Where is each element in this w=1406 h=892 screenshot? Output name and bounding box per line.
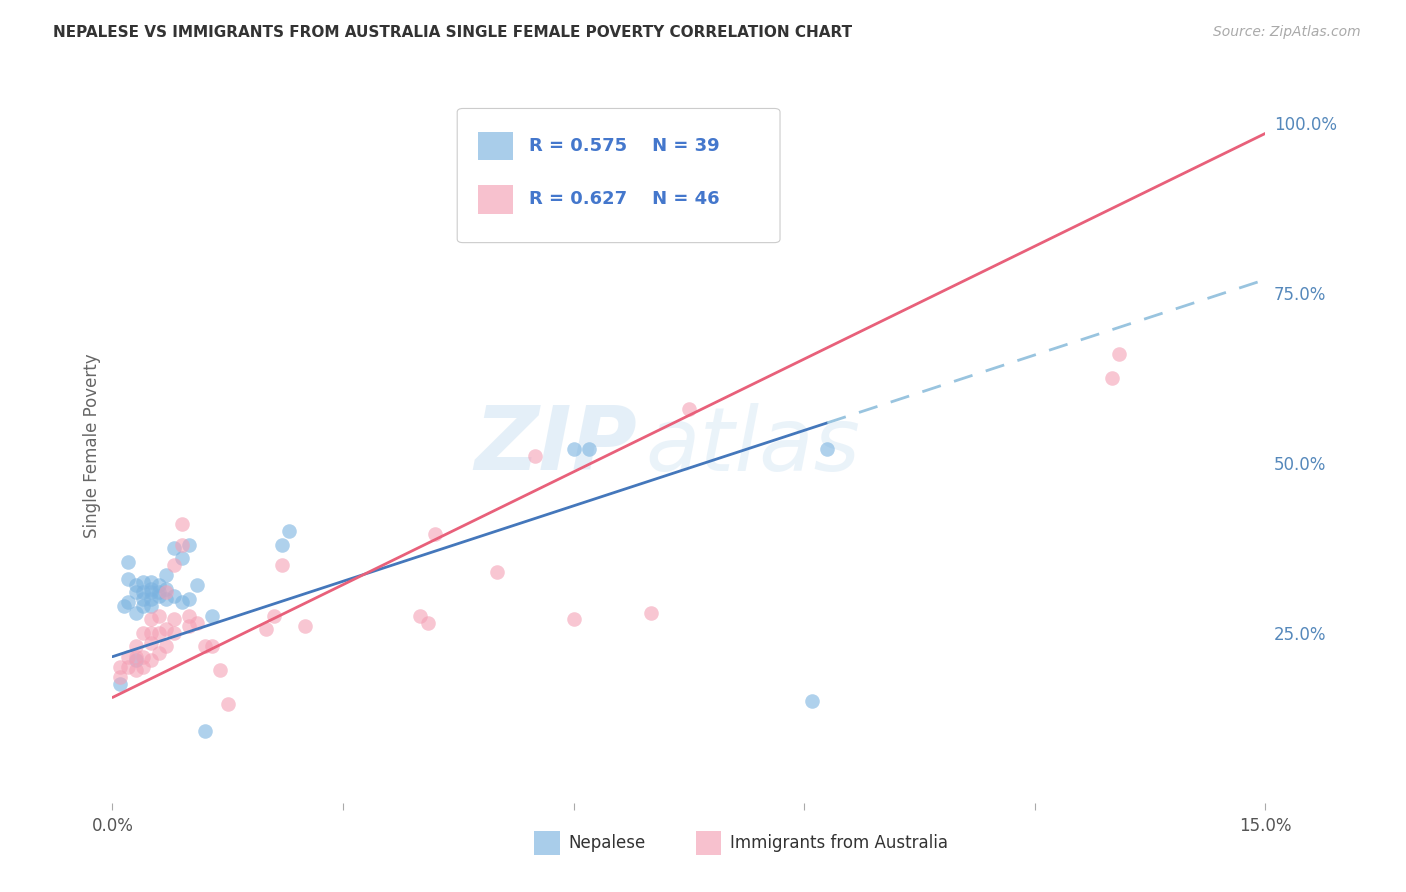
Point xyxy=(163,626,186,640)
Point xyxy=(179,608,201,623)
FancyBboxPatch shape xyxy=(457,109,780,243)
FancyBboxPatch shape xyxy=(478,186,513,214)
Point xyxy=(217,698,239,712)
Point xyxy=(117,555,139,569)
Point xyxy=(170,517,193,532)
Point xyxy=(163,589,186,603)
Point xyxy=(155,568,177,582)
Point xyxy=(155,640,177,654)
Point xyxy=(132,585,155,599)
Point xyxy=(148,578,170,592)
Text: Source: ZipAtlas.com: Source: ZipAtlas.com xyxy=(1213,25,1361,39)
Point xyxy=(800,694,823,708)
Point xyxy=(148,646,170,660)
Point xyxy=(124,640,146,654)
Point xyxy=(139,599,162,613)
Point xyxy=(117,572,139,586)
Point xyxy=(425,527,447,541)
Text: R = 0.627    N = 46: R = 0.627 N = 46 xyxy=(529,191,720,209)
Point xyxy=(163,541,186,555)
Point xyxy=(132,599,155,613)
Point xyxy=(201,608,224,623)
Point xyxy=(139,653,162,667)
Point xyxy=(201,640,224,654)
Point xyxy=(108,677,131,691)
Point xyxy=(263,608,285,623)
Point xyxy=(124,663,146,677)
Point xyxy=(139,591,162,606)
Point xyxy=(155,591,177,606)
Point xyxy=(148,589,170,603)
Point xyxy=(112,599,135,613)
Point xyxy=(209,663,232,677)
Text: Immigrants from Australia: Immigrants from Australia xyxy=(730,834,948,852)
Point xyxy=(108,670,131,684)
Point xyxy=(194,640,217,654)
Point xyxy=(117,660,139,674)
Point xyxy=(409,608,432,623)
Point xyxy=(132,649,155,664)
Point xyxy=(139,574,162,589)
Point xyxy=(194,724,217,739)
Point xyxy=(678,401,700,416)
Point xyxy=(155,623,177,637)
Point xyxy=(155,585,177,599)
Point xyxy=(815,442,838,457)
FancyBboxPatch shape xyxy=(478,132,513,161)
Point xyxy=(485,565,508,579)
Point xyxy=(132,574,155,589)
Text: atlas: atlas xyxy=(645,403,860,489)
Point xyxy=(132,626,155,640)
Point xyxy=(139,612,162,626)
Point xyxy=(163,558,186,572)
Point xyxy=(562,612,585,626)
Point xyxy=(416,615,439,630)
Point xyxy=(148,585,170,599)
Point xyxy=(179,537,201,551)
Text: R = 0.575    N = 39: R = 0.575 N = 39 xyxy=(529,137,720,155)
Point xyxy=(186,615,208,630)
Point xyxy=(155,582,177,596)
Point xyxy=(124,578,146,592)
Point xyxy=(124,585,146,599)
Point xyxy=(117,649,139,664)
Point xyxy=(132,660,155,674)
Point xyxy=(124,653,146,667)
Point xyxy=(278,524,301,538)
Point xyxy=(139,636,162,650)
Point xyxy=(139,585,162,599)
Point xyxy=(139,626,162,640)
Y-axis label: Single Female Poverty: Single Female Poverty xyxy=(83,354,101,538)
Point xyxy=(562,442,585,457)
Point xyxy=(1101,371,1123,385)
Point xyxy=(524,449,547,463)
Point xyxy=(294,619,316,633)
Point xyxy=(139,582,162,596)
Point xyxy=(270,537,292,551)
Point xyxy=(117,595,139,609)
Point xyxy=(170,595,193,609)
Point xyxy=(578,442,600,457)
Point xyxy=(124,649,146,664)
Point xyxy=(1108,347,1130,361)
Point xyxy=(170,537,193,551)
Text: NEPALESE VS IMMIGRANTS FROM AUSTRALIA SINGLE FEMALE POVERTY CORRELATION CHART: NEPALESE VS IMMIGRANTS FROM AUSTRALIA SI… xyxy=(53,25,852,40)
Point xyxy=(640,606,662,620)
Text: Nepalese: Nepalese xyxy=(568,834,645,852)
Point xyxy=(132,591,155,606)
Point xyxy=(124,606,146,620)
Point xyxy=(270,558,292,572)
Point xyxy=(179,591,201,606)
Point xyxy=(148,626,170,640)
Point xyxy=(179,619,201,633)
Point xyxy=(148,608,170,623)
Point xyxy=(163,612,186,626)
Point xyxy=(254,623,277,637)
Point xyxy=(108,660,131,674)
Point xyxy=(186,578,208,592)
Text: ZIP: ZIP xyxy=(474,402,637,490)
Point xyxy=(170,551,193,566)
